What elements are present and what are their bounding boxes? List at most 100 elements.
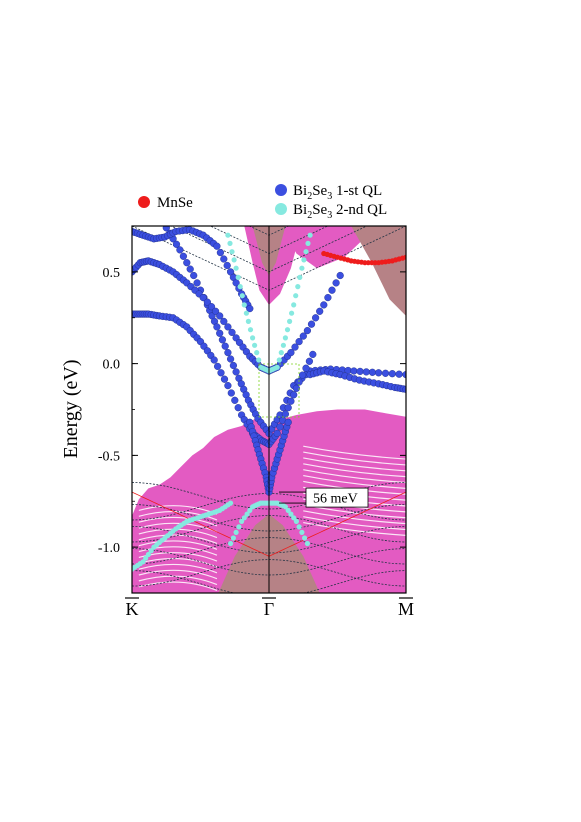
- valence-band-line: [132, 570, 406, 593]
- data-point-interp: [388, 370, 396, 378]
- bulk-gap-stripe: [303, 457, 406, 472]
- mnse-region-right: [351, 226, 406, 316]
- legend-label-mnse: MnSe: [157, 195, 193, 211]
- data-point: [228, 500, 234, 506]
- y-tick-label: -1.0: [98, 541, 120, 556]
- data-point: [239, 518, 245, 525]
- data-point-interp: [280, 342, 286, 348]
- data-point-interp: [252, 342, 258, 348]
- y-tick-label: 0.0: [103, 358, 121, 373]
- data-point-interp: [228, 328, 236, 337]
- data-point-interp: [224, 323, 232, 331]
- data-point-interp: [231, 257, 237, 263]
- data-point-interp: [307, 320, 316, 328]
- data-point: [190, 271, 198, 280]
- projected-states: [132, 226, 406, 572]
- data-point: [299, 265, 305, 271]
- data-point: [246, 305, 254, 313]
- data-point-interp: [256, 357, 262, 363]
- data-point: [284, 404, 292, 412]
- data-point: [250, 335, 256, 341]
- data-point-interp: [324, 294, 332, 302]
- data-point-interp: [243, 310, 249, 316]
- data-point-interp: [186, 265, 194, 273]
- bulk-gap-stripe: [138, 522, 218, 533]
- bulk-gap-stripe: [303, 516, 406, 531]
- legend-label-ql2: Bi2Se3 2-nd QL: [293, 202, 387, 221]
- data-point-interp: [299, 371, 307, 379]
- data-point: [320, 301, 328, 309]
- data-point-interp: [332, 279, 340, 287]
- gap-label: 56 meV: [313, 492, 358, 507]
- data-point: [224, 382, 232, 390]
- bulk-gap-stripe: [138, 546, 218, 556]
- data-point-interp: [302, 364, 310, 372]
- bulk-gap-stripe: [303, 469, 406, 484]
- bulk-gap-stripe: [303, 451, 406, 466]
- legend-marker-ql1: [275, 184, 287, 196]
- data-point-interp: [218, 336, 227, 344]
- data-point-interp: [223, 261, 231, 270]
- bulk-gap-stripe: [303, 463, 406, 478]
- data-point-interp: [148, 548, 154, 554]
- data-point-interp: [312, 314, 320, 322]
- y-axis-ticks: 0.5 0.0 -0.5 -1.0: [98, 225, 406, 594]
- data-point: [402, 385, 406, 393]
- data-point-interp: [297, 274, 303, 280]
- y-tick-label: -0.5: [98, 449, 120, 464]
- data-point-interp: [232, 368, 240, 376]
- data-point-interp: [356, 367, 364, 376]
- k-point-label: K: [126, 599, 139, 619]
- data-point-interp: [236, 524, 242, 530]
- data-point-interp: [203, 298, 212, 306]
- data-point-interp: [220, 317, 228, 326]
- data-point-interp: [216, 329, 224, 337]
- data-point-interp: [281, 410, 290, 418]
- legend-marker-mnse: [138, 196, 150, 208]
- data-point-interp: [143, 555, 149, 561]
- data-point-interp: [301, 257, 307, 263]
- data-point-interp: [362, 368, 370, 376]
- data-point: [225, 232, 231, 238]
- data-point-interp: [292, 384, 301, 393]
- data-point-interp: [183, 259, 191, 267]
- data-point-interp: [295, 338, 303, 346]
- data-point-interp: [299, 332, 307, 340]
- data-point-interp: [233, 529, 239, 536]
- data-point-interp: [296, 524, 302, 530]
- data-point-interp: [287, 397, 295, 405]
- data-point: [287, 349, 295, 357]
- legend-marker-ql2: [275, 203, 287, 215]
- data-point-interp: [293, 293, 299, 299]
- data-point: [224, 349, 232, 357]
- data-point: [233, 265, 239, 271]
- data-point: [162, 226, 170, 232]
- data-point: [213, 323, 221, 331]
- bulk-gap-stripe: [138, 563, 218, 574]
- data-point: [284, 418, 292, 426]
- data-point-interp: [295, 284, 301, 290]
- data-point-interp: [289, 310, 295, 316]
- data-point-interp: [381, 369, 390, 377]
- y-tick-label: 0.5: [103, 266, 121, 281]
- data-point-interp: [216, 249, 225, 257]
- data-point-interp: [234, 404, 242, 412]
- bulk-gap-stripe: [138, 575, 218, 586]
- data-point: [282, 335, 288, 341]
- data-point-interp: [247, 507, 253, 513]
- data-point-interp: [227, 240, 233, 246]
- bulk-gap-stripe: [138, 569, 218, 580]
- data-point: [199, 294, 207, 302]
- data-point-interp: [241, 515, 247, 521]
- data-point-interp: [245, 318, 251, 324]
- data-point-interp: [276, 423, 284, 431]
- data-point-interp: [172, 240, 181, 248]
- data-point-interp: [239, 293, 245, 299]
- data-point-interp: [214, 362, 222, 371]
- k-point-label: Γ: [264, 599, 274, 619]
- k-point-label: M: [398, 599, 414, 619]
- data-point-interp: [244, 511, 250, 517]
- data-point: [304, 540, 310, 547]
